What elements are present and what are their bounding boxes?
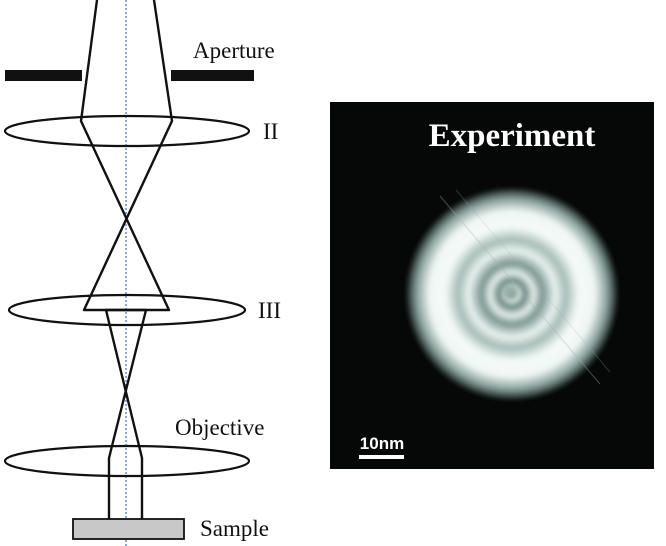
experiment-panel: Experiment 10nm — [330, 102, 654, 469]
lens-iii-label: III — [258, 298, 281, 323]
scale-bar-label: 10nm — [360, 434, 404, 453]
aperture-plate-right — [171, 70, 254, 81]
sample-block — [72, 518, 185, 540]
lens-ii — [3, 114, 251, 148]
ring-pattern — [404, 186, 620, 402]
aperture-label: Aperture — [193, 38, 275, 63]
lens-iii — [7, 293, 247, 327]
optics-diagram: Aperture II III Objective Sample — [3, 0, 281, 546]
sample-label: Sample — [200, 516, 269, 541]
aperture-plate-left — [5, 70, 82, 81]
experiment-title: Experiment — [429, 118, 596, 154]
ray-right — [82, 0, 174, 519]
lens-ii-label: II — [263, 119, 278, 144]
objective-label: Objective — [175, 415, 264, 440]
ray-left — [79, 0, 171, 519]
scale-bar — [359, 455, 404, 459]
objective-lens — [3, 444, 251, 478]
